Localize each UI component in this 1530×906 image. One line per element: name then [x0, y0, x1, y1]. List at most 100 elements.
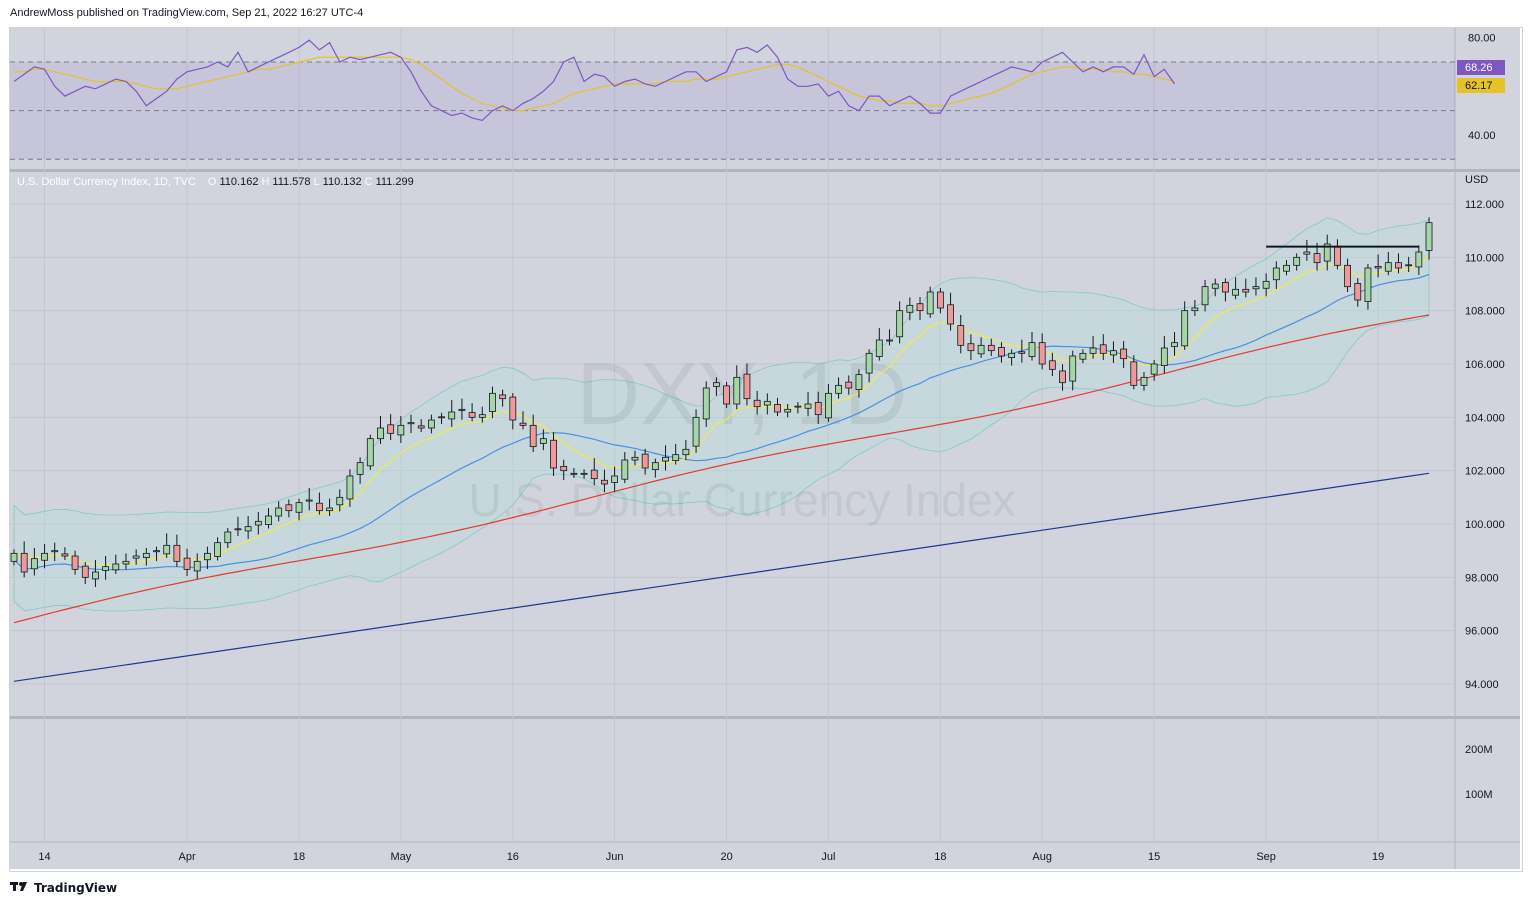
candle-body [326, 507, 333, 512]
candle-body [1201, 286, 1209, 306]
candle-body [163, 544, 171, 555]
candle-body [1323, 243, 1331, 262]
candle-body [295, 502, 303, 513]
bollinger-bands [13, 217, 1430, 612]
candle-body [417, 425, 425, 429]
chart-canvas[interactable]: DXY, 1D U.S. Dollar Currency Index 14 Apr… [10, 28, 1520, 869]
x-tick-label: Sep [1256, 851, 1276, 863]
candle-body [1069, 355, 1077, 382]
candle-body [1415, 251, 1423, 268]
candle-body [987, 344, 995, 352]
candle-body [784, 408, 792, 413]
y-tick-label: 100.000 [1465, 519, 1505, 531]
candle-body [1425, 222, 1433, 251]
candle-body [865, 352, 873, 374]
legend-low-key: L [313, 176, 320, 188]
candle-body [692, 416, 700, 447]
candle-body [265, 515, 272, 525]
candle-body [336, 496, 344, 506]
candle-body [1283, 264, 1290, 272]
candle-body [916, 303, 924, 312]
y-tick-label: 106.000 [1465, 359, 1505, 371]
candle-body [489, 392, 496, 412]
candle-body [71, 555, 79, 570]
candle-body [20, 552, 28, 573]
candle-body [92, 571, 99, 580]
candle-body [621, 459, 629, 480]
candle-body [254, 520, 262, 526]
ema-8-line [13, 255, 1430, 566]
candle-body [81, 565, 89, 578]
footer[interactable]: TradingView [10, 880, 117, 895]
candle-body [153, 550, 160, 553]
candle-body [173, 544, 181, 562]
candle-body [1232, 288, 1239, 296]
candle-body [886, 339, 893, 342]
x-tick-label: 15 [1148, 851, 1160, 863]
candle-body [234, 528, 242, 531]
candle-body [1242, 288, 1250, 293]
candle-body [539, 438, 547, 444]
candle-body [1303, 251, 1311, 255]
candle-body [529, 424, 537, 448]
x-tick-label: 18 [293, 851, 305, 863]
sma-20-line [13, 273, 1430, 571]
candle-body [1384, 262, 1392, 272]
x-tick-label: 16 [507, 851, 519, 863]
chart-background [10, 28, 1520, 869]
y-tick-label: 104.000 [1465, 412, 1505, 424]
candle-body [875, 339, 883, 357]
rsi-ma-line [14, 56, 1175, 112]
x-tick-label: 19 [1372, 851, 1384, 863]
candle-body [244, 526, 252, 532]
candle-body [509, 396, 517, 421]
candle-body [204, 552, 211, 561]
y-tick-label: 112.000 [1465, 199, 1504, 211]
candle-body [550, 439, 557, 469]
x-tick-label: Aug [1032, 851, 1052, 863]
candle-body [1130, 361, 1138, 386]
candle-body [1374, 265, 1382, 269]
candle-body [1191, 307, 1199, 312]
candle-body [1160, 347, 1168, 367]
candle-body [1211, 283, 1219, 289]
candle-body [346, 475, 354, 500]
candle-body [631, 456, 639, 461]
candle-body [611, 475, 619, 483]
candle-body [1150, 363, 1158, 375]
candle-body [936, 291, 944, 309]
candle-body [1405, 264, 1413, 267]
candle-body [1262, 280, 1270, 289]
candle-body [1334, 246, 1341, 266]
candle-body [377, 427, 384, 440]
candle-body [1048, 360, 1056, 370]
candle-body [804, 403, 812, 409]
candle-body [1120, 348, 1128, 360]
volume-tick-label: 200M [1465, 744, 1493, 756]
rsi-value-badge-bg [1457, 60, 1505, 75]
candle-body [438, 416, 445, 419]
watermark-name: U.S. Dollar Currency Index [468, 474, 1015, 526]
candle-body [224, 531, 232, 544]
candle-body [998, 347, 1005, 357]
legend-close: 111.299 [375, 176, 414, 188]
candle-body [1110, 350, 1117, 356]
candle-body [702, 387, 710, 420]
candle-body [1079, 352, 1087, 360]
candle-body [1099, 344, 1107, 354]
y-tick-label: 98.000 [1465, 572, 1499, 584]
candle-body [1364, 267, 1372, 302]
candle-body [1293, 256, 1301, 266]
candle-body [1395, 262, 1402, 269]
candle-body [305, 499, 313, 502]
candle-body [1089, 347, 1097, 354]
sma-200-line [13, 472, 1430, 682]
candle-body [478, 414, 486, 418]
candle-body [977, 344, 985, 355]
candle-body [743, 373, 751, 400]
y-tick-label: 94.000 [1465, 679, 1499, 691]
candle-body [61, 553, 69, 557]
volume-separator [10, 716, 1520, 719]
candle-body [468, 412, 476, 418]
candle-body [825, 392, 832, 419]
